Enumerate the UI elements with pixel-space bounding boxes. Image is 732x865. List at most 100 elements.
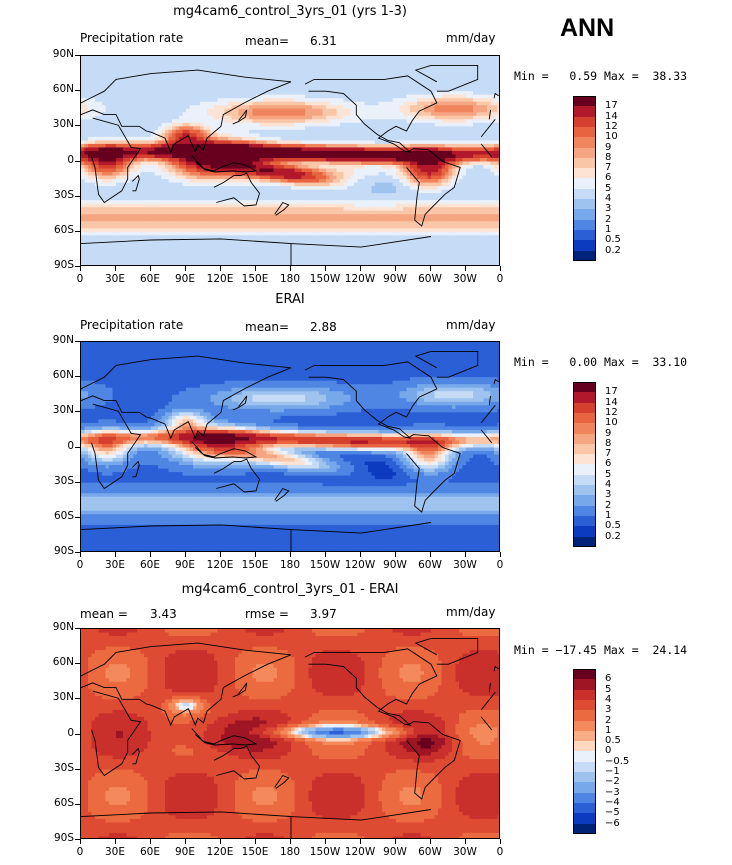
field-cell: [95, 189, 100, 194]
field-cell: [221, 189, 226, 194]
field-cell: [102, 143, 107, 149]
field-cell: [417, 175, 422, 180]
field-cell: [158, 179, 163, 184]
field-cell: [322, 161, 327, 166]
field-cell: [256, 200, 261, 205]
field-cell: [396, 87, 401, 92]
field-cell: [270, 108, 275, 113]
field-cell: [245, 80, 250, 85]
field-cell: [91, 70, 96, 75]
field-cell: [445, 98, 450, 103]
field-cell: [473, 77, 478, 82]
field-cell: [403, 172, 408, 177]
field-cell: [140, 189, 145, 194]
field-cell: [315, 105, 320, 110]
field-cell: [231, 80, 236, 85]
field-cell: [207, 94, 212, 99]
field-cell: [378, 66, 383, 71]
field-cell: [231, 70, 236, 75]
field-cell: [249, 189, 254, 194]
field-cell: [438, 193, 443, 198]
field-cell: [91, 84, 96, 89]
field-cell: [357, 129, 362, 134]
field-cell: [312, 193, 317, 198]
field-cell: [165, 161, 170, 166]
field-cell: [382, 87, 387, 92]
field-cell: [452, 133, 457, 138]
field-cell: [214, 108, 219, 113]
field-cell: [196, 200, 201, 205]
field-cell: [81, 59, 86, 64]
field-cell: [448, 172, 453, 177]
field-cell: [326, 168, 331, 173]
field-cell: [207, 175, 212, 180]
field-cell: [322, 172, 327, 177]
field-cell: [84, 59, 89, 64]
field-cell: [368, 63, 373, 68]
field-cell: [312, 175, 317, 180]
field-cell: [130, 98, 135, 103]
field-cell: [354, 189, 359, 194]
field-cell: [305, 91, 310, 96]
field-cell: [431, 66, 436, 71]
field-cell: [175, 77, 180, 82]
field-cell: [172, 84, 177, 89]
field-cell: [161, 175, 166, 180]
field-cell: [168, 108, 173, 113]
field-cell: [193, 143, 198, 149]
field-cell: [427, 193, 432, 198]
field-cell: [168, 63, 173, 68]
field-cell: [298, 56, 303, 61]
field-cell: [343, 94, 348, 99]
field-cell: [382, 147, 387, 152]
field-cell: [354, 70, 359, 75]
field-cell: [308, 136, 313, 141]
field-cell: [231, 59, 236, 64]
field-cell: [165, 165, 170, 170]
field-cell: [249, 105, 254, 110]
field-cell: [109, 193, 114, 198]
field-cell: [88, 147, 93, 152]
field-cell: [469, 182, 474, 187]
field-cell: [81, 154, 86, 159]
field-cell: [469, 70, 474, 75]
field-cell: [476, 77, 481, 82]
field-cell: [301, 129, 306, 134]
field-cell: [235, 91, 240, 96]
field-cell: [462, 122, 467, 127]
field-cell: [221, 108, 226, 113]
field-cell: [252, 63, 257, 68]
field-cell: [329, 157, 334, 163]
field-cell: [123, 150, 128, 156]
field-cell: [473, 101, 478, 106]
field-cell: [249, 200, 254, 205]
field-cell: [91, 168, 96, 173]
field-cell: [417, 73, 422, 78]
field-cell: [424, 108, 429, 113]
field-cell: [441, 112, 446, 117]
field-cell: [123, 196, 128, 201]
field-cell: [336, 157, 341, 163]
field-cell: [259, 91, 264, 96]
field-cell: [182, 157, 187, 163]
field-cell: [95, 133, 100, 138]
field-cell: [392, 172, 397, 177]
field-cell: [466, 136, 471, 141]
field-cell: [175, 133, 180, 138]
field-cell: [245, 101, 250, 106]
field-cell: [350, 105, 355, 110]
field-cell: [466, 161, 471, 166]
field-cell: [462, 196, 467, 201]
field-cell: [291, 105, 296, 110]
field-cell: [399, 172, 404, 177]
field-cell: [343, 70, 348, 75]
field-cell: [112, 168, 117, 173]
field-cell: [448, 115, 453, 120]
field-cell: [151, 200, 156, 205]
field-cell: [277, 70, 282, 75]
field-cell: [476, 154, 481, 159]
field-cell: [410, 182, 415, 187]
field-cell: [210, 119, 215, 124]
field-cell: [305, 172, 310, 177]
field-cell: [329, 175, 334, 180]
